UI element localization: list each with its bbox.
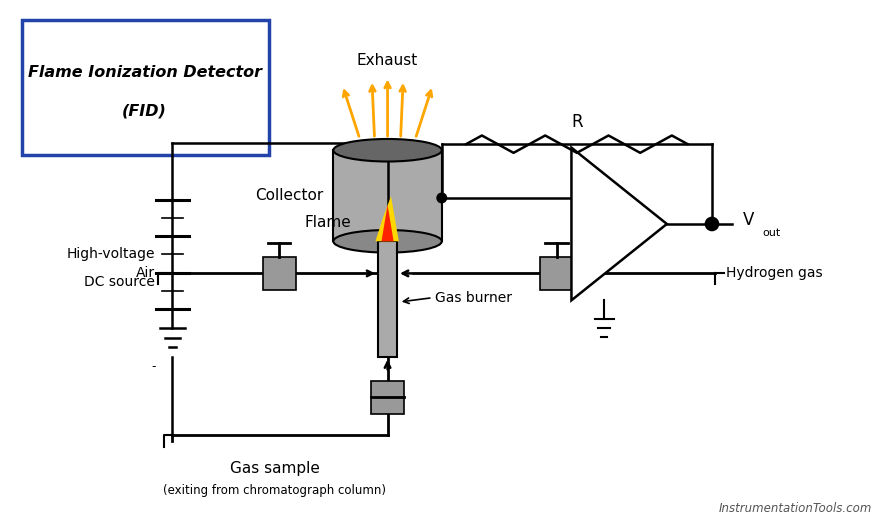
Text: Gas burner: Gas burner bbox=[435, 291, 512, 305]
Text: Exhaust: Exhaust bbox=[356, 53, 417, 68]
Bar bbox=[377, 241, 397, 357]
Text: (FID): (FID) bbox=[122, 104, 167, 119]
Ellipse shape bbox=[333, 230, 441, 252]
Text: Air: Air bbox=[136, 266, 155, 280]
Text: DC source: DC source bbox=[84, 275, 155, 289]
Text: -: - bbox=[151, 360, 155, 373]
Polygon shape bbox=[571, 148, 666, 300]
Text: out: out bbox=[761, 228, 780, 238]
Text: InstrumentationTools.com: InstrumentationTools.com bbox=[718, 502, 871, 514]
Polygon shape bbox=[375, 196, 399, 241]
Bar bbox=[540, 257, 572, 290]
Text: Hydrogen gas: Hydrogen gas bbox=[725, 266, 821, 280]
Text: Flame Ionization Detector: Flame Ionization Detector bbox=[27, 65, 261, 79]
Bar bbox=[262, 257, 295, 290]
Circle shape bbox=[437, 193, 446, 203]
Text: R: R bbox=[571, 113, 582, 131]
Text: (exiting from chromatograph column): (exiting from chromatograph column) bbox=[163, 484, 386, 497]
FancyBboxPatch shape bbox=[21, 20, 268, 155]
Polygon shape bbox=[381, 205, 393, 241]
Text: V: V bbox=[742, 211, 754, 229]
Text: Gas sample: Gas sample bbox=[229, 461, 319, 476]
Ellipse shape bbox=[333, 139, 441, 161]
Circle shape bbox=[706, 219, 716, 229]
Text: High-voltage: High-voltage bbox=[66, 247, 155, 261]
Text: −: − bbox=[579, 189, 594, 207]
Bar bbox=[333, 150, 441, 241]
Bar bbox=[370, 381, 404, 414]
Text: Flame: Flame bbox=[304, 215, 351, 230]
Text: Collector: Collector bbox=[254, 188, 323, 203]
Text: +: + bbox=[579, 248, 594, 266]
